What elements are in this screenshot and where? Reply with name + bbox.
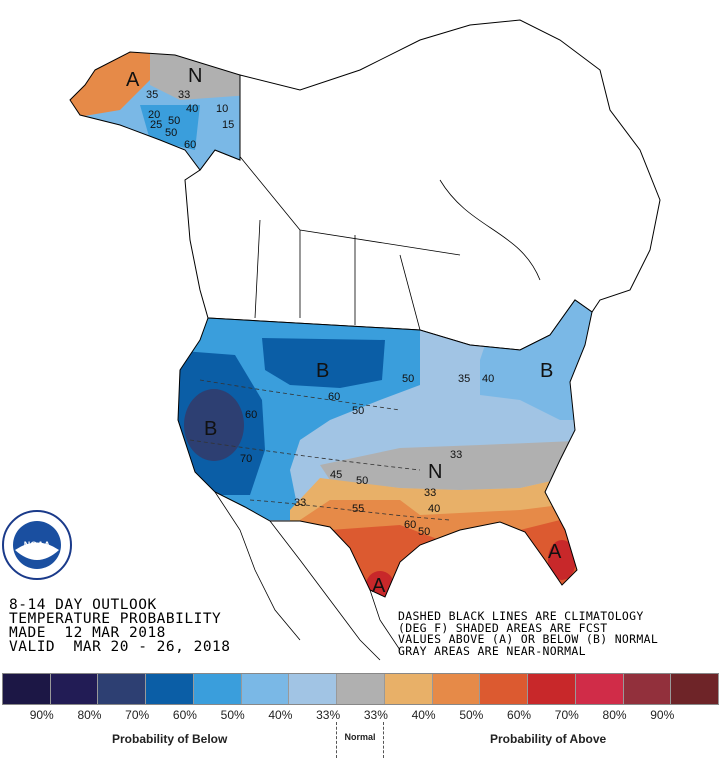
svg-text:40: 40 (482, 373, 494, 385)
svg-text:60: 60 (404, 519, 416, 531)
legend-swatch (528, 674, 576, 704)
legend-tick: 50% (220, 708, 245, 722)
svg-text:33: 33 (178, 89, 190, 101)
svg-text:35: 35 (458, 373, 470, 385)
legend-tick: 33% (363, 708, 388, 722)
legend-swatch (289, 674, 338, 704)
legend-tick: 60% (172, 708, 197, 722)
svg-text:40: 40 (186, 103, 198, 115)
legend-tick: 40% (268, 708, 293, 722)
svg-text:60: 60 (184, 139, 196, 151)
legend-swatch (623, 674, 672, 704)
texas-above-label: A (372, 575, 386, 597)
legend-tick-labels: 90% 80% 70% 60% 50% 40% 33% 33% 40% 50% 60% 70% 80% 9… (0, 708, 719, 724)
outlook-title-block: 8-14 DAY OUTLOOK TEMPERATURE PROBABILITY M… (9, 597, 231, 655)
us-outline (177, 299, 593, 598)
legend-swatch (193, 674, 242, 704)
legend-tick: 33% (316, 708, 341, 722)
svg-text:60: 60 (328, 391, 340, 403)
legend-tick: 80% (77, 708, 102, 722)
legend-swatch (98, 674, 147, 704)
legend-swatch (337, 674, 385, 704)
legend-tick: 40% (411, 708, 436, 722)
legend-tick: 90% (650, 708, 675, 722)
normal-caption: Normal (336, 722, 384, 758)
west-below-label: B (204, 418, 217, 440)
svg-text:25: 25 (150, 119, 162, 131)
svg-text:55: 55 (352, 503, 364, 515)
legend-swatch (480, 674, 529, 704)
northeast-below-label: B (540, 360, 553, 382)
alaska-outline (69, 51, 241, 171)
svg-text:50: 50 (356, 475, 368, 487)
legend-tick: 70% (554, 708, 579, 722)
legend-swatch (671, 674, 719, 704)
legend-swatch (50, 674, 99, 704)
southeast-normal-label: N (428, 461, 442, 483)
legend-swatch (146, 674, 194, 704)
climatology-contour-labels: 35 33 40 10 15 20 25 50 50 60 60 70 50 6… (146, 89, 494, 538)
legend-tick: 70% (125, 708, 150, 722)
legend-swatch (241, 674, 290, 704)
svg-text:60: 60 (245, 409, 257, 421)
map-explanation-note: DASHED BLACK LINES ARE CLIMATOLOGY (DEG F… (398, 609, 659, 658)
svg-text:45: 45 (330, 469, 342, 481)
legend-tick: 50% (459, 708, 484, 722)
svg-text:10: 10 (216, 103, 228, 115)
alaska-above-label: A (126, 69, 140, 91)
svg-text:33: 33 (294, 497, 306, 509)
legend-tick: 80% (602, 708, 627, 722)
svg-text:33: 33 (450, 449, 462, 461)
svg-text:50: 50 (168, 115, 180, 127)
below-caption: Probability of Below (112, 732, 228, 746)
svg-text:50: 50 (418, 526, 430, 538)
noaa-logo: NOAA (2, 510, 72, 580)
florida-above-label: A (548, 541, 562, 563)
svg-text:35: 35 (146, 89, 158, 101)
legend-tick: 60% (507, 708, 532, 722)
svg-text:40: 40 (428, 503, 440, 515)
alaska-normal-label: N (188, 65, 202, 87)
mexico-outline (214, 491, 401, 661)
svg-text:15: 15 (222, 119, 234, 131)
svg-text:20: 20 (148, 109, 160, 121)
svg-text:70: 70 (240, 453, 252, 465)
canada-outline (184, 19, 661, 351)
svg-text:33: 33 (424, 487, 436, 499)
svg-text:NOAA: NOAA (24, 540, 51, 550)
legend-swatch (3, 674, 51, 704)
probability-color-legend (2, 673, 719, 705)
legend-swatch (384, 674, 433, 704)
legend-tick: 90% (29, 708, 54, 722)
above-caption: Probability of Above (490, 732, 607, 746)
svg-text:50: 50 (402, 373, 414, 385)
svg-text:50: 50 (352, 405, 364, 417)
svg-text:50: 50 (165, 127, 177, 139)
legend-swatch (432, 674, 481, 704)
plains-below-label: B (316, 360, 329, 382)
legend-swatch (575, 674, 624, 704)
